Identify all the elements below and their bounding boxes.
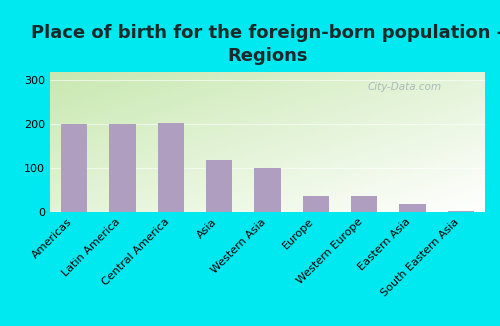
- Title: Place of birth for the foreign-born population -
Regions: Place of birth for the foreign-born popu…: [31, 24, 500, 65]
- Bar: [109, 124, 136, 212]
- Bar: [158, 123, 184, 212]
- Bar: [302, 196, 329, 212]
- Text: City-Data.com: City-Data.com: [368, 82, 442, 92]
- Bar: [206, 160, 233, 212]
- Bar: [448, 211, 474, 212]
- Bar: [351, 196, 378, 212]
- Bar: [61, 124, 88, 212]
- Bar: [254, 168, 281, 212]
- Bar: [399, 204, 426, 212]
